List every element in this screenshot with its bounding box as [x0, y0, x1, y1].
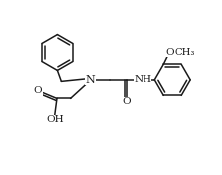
Text: N: N — [85, 75, 95, 85]
Text: N: N — [135, 75, 144, 84]
Text: O: O — [34, 86, 42, 95]
Text: H: H — [142, 75, 151, 84]
Text: OH: OH — [46, 115, 63, 124]
Text: O: O — [123, 97, 131, 106]
Text: O: O — [166, 48, 174, 57]
Text: CH₃: CH₃ — [175, 48, 195, 57]
